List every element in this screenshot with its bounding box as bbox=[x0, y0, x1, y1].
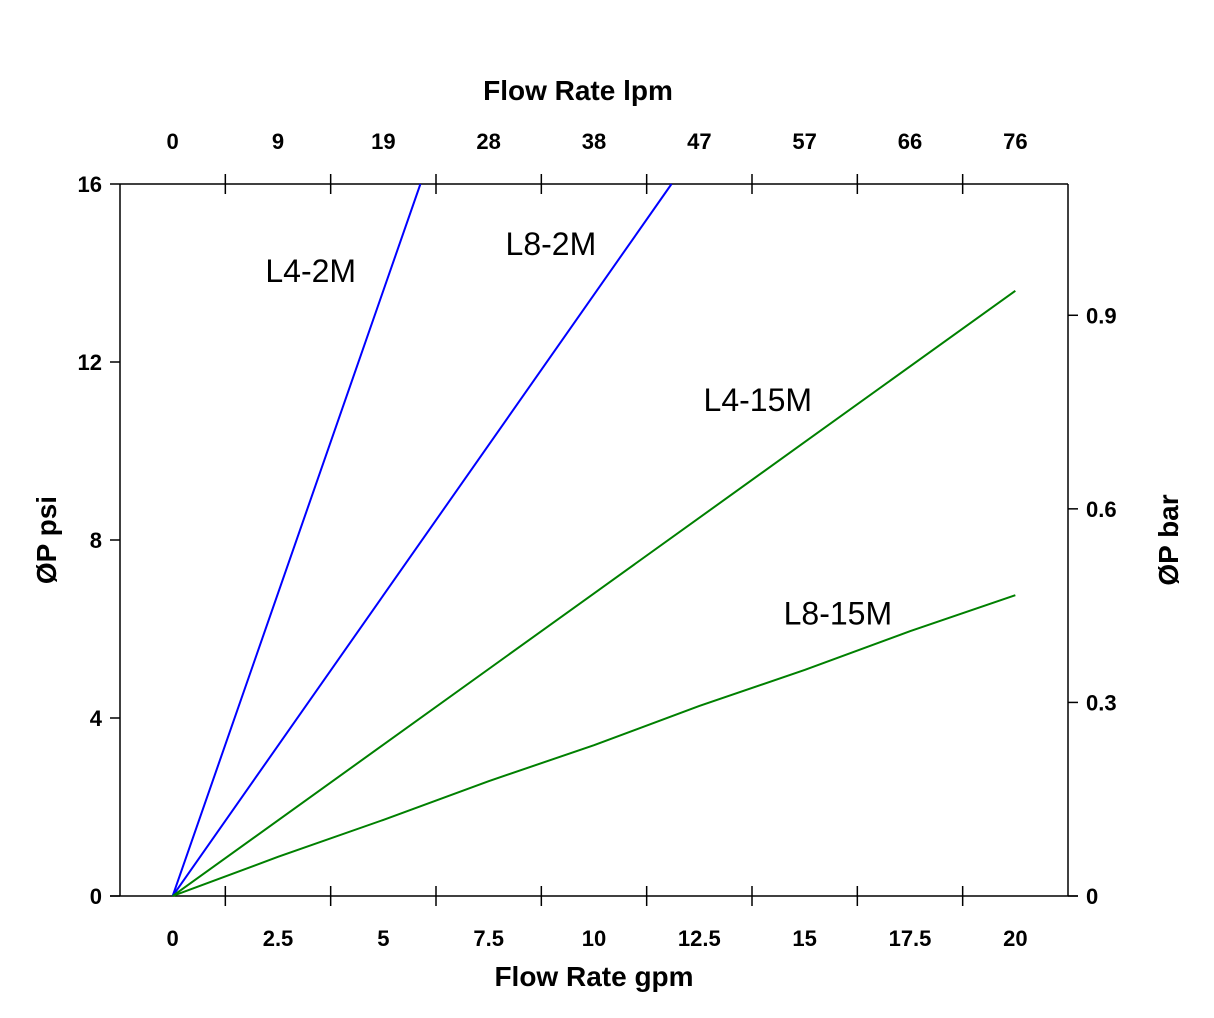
y2-tick-label: 0.3 bbox=[1086, 690, 1117, 715]
x2-axis-title: Flow Rate lpm bbox=[483, 75, 673, 106]
y2-tick-label: 0.9 bbox=[1086, 303, 1117, 328]
x2-tick-label: 9 bbox=[272, 129, 284, 154]
y-tick-label: 4 bbox=[90, 706, 103, 731]
x2-tick-label: 19 bbox=[371, 129, 395, 154]
series-line-l4-15m bbox=[172, 289, 1016, 897]
y-tick-label: 0 bbox=[90, 884, 102, 909]
series-line-l8-15m bbox=[172, 594, 1016, 897]
series-line-l4-2m bbox=[171, 183, 422, 897]
x2-tick-label: 47 bbox=[687, 129, 711, 154]
series-label-l4-15m: L4-15M bbox=[704, 382, 813, 418]
x2-tick-label: 57 bbox=[792, 129, 816, 154]
x2-tick-label: 38 bbox=[582, 129, 606, 154]
y2-axis-title: ØP bar bbox=[1153, 494, 1184, 585]
y-tick-label: 16 bbox=[78, 172, 102, 197]
series-label-l4-2m: L4-2M bbox=[265, 253, 356, 289]
series-label-l8-15m: L8-15M bbox=[784, 596, 893, 632]
x-tick-label: 20 bbox=[1003, 926, 1027, 951]
x-tick-label: 15 bbox=[792, 926, 816, 951]
x-tick-label: 17.5 bbox=[889, 926, 932, 951]
y-axis-title: ØP psi bbox=[31, 496, 62, 584]
x-axis-title: Flow Rate gpm bbox=[494, 961, 693, 992]
y-tick-label: 12 bbox=[78, 350, 102, 375]
x2-tick-label: 0 bbox=[167, 129, 179, 154]
x-tick-label: 7.5 bbox=[473, 926, 504, 951]
x-tick-label: 5 bbox=[377, 926, 389, 951]
x2-tick-label: 76 bbox=[1003, 129, 1027, 154]
x2-tick-label: 28 bbox=[476, 129, 500, 154]
x-tick-label: 10 bbox=[582, 926, 606, 951]
x2-tick-label: 66 bbox=[898, 129, 922, 154]
y2-tick-label: 0.6 bbox=[1086, 497, 1117, 522]
series-line-l8-2m bbox=[171, 183, 673, 897]
x-tick-label: 12.5 bbox=[678, 926, 721, 951]
x-tick-label: 2.5 bbox=[263, 926, 294, 951]
y2-tick-label: 0 bbox=[1086, 884, 1098, 909]
x-tick-label: 0 bbox=[167, 926, 179, 951]
y-tick-label: 8 bbox=[90, 528, 102, 553]
series-label-l8-2m: L8-2M bbox=[506, 226, 597, 262]
